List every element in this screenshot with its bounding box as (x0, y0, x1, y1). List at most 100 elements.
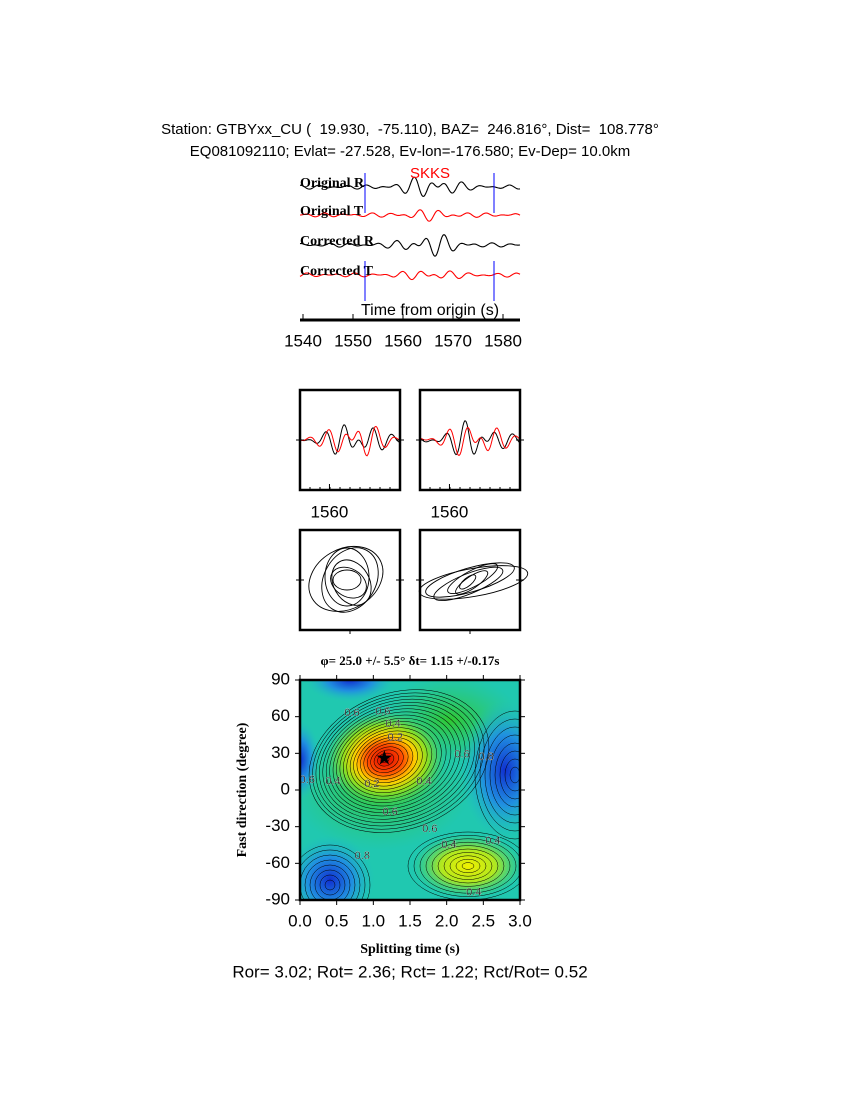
contour-title: φ= 25.0 +/- 5.5° δt= 1.15 +/-0.17s (321, 653, 500, 668)
contour-line (413, 835, 520, 897)
particle-motion (321, 547, 379, 613)
x-tick-label: 0.5 (325, 911, 349, 930)
contour-line (322, 702, 471, 820)
waveform (419, 419, 521, 456)
contour-label: 0.6 (344, 707, 359, 719)
waveform (299, 176, 521, 197)
region (305, 680, 395, 702)
contour-label: 0.6 (300, 774, 315, 786)
contour-line (419, 838, 517, 894)
x-tick-label: 1550 (334, 331, 372, 350)
waveform (300, 209, 521, 222)
contour-line (356, 733, 423, 787)
x-axis-title: Splitting time (s) (360, 942, 460, 957)
contour-line (314, 869, 346, 900)
y-tick-label: 30 (271, 743, 290, 762)
contour-label: 0.8 (355, 850, 370, 862)
contour-line (504, 758, 520, 792)
contour-line (431, 845, 505, 887)
contour-label: 0.4 (466, 887, 481, 899)
contour-line (425, 841, 511, 891)
contour-line (309, 864, 351, 900)
contour-label: 0.2 (388, 731, 403, 743)
trace-label: Original R (300, 176, 365, 191)
y-tick-label: 90 (271, 669, 290, 688)
contour-line (449, 855, 487, 877)
station-line: Station: GTBYxx_CU ( 19.930, -75.110), B… (161, 121, 659, 138)
contour-label: 0.6 (422, 823, 437, 835)
region (300, 720, 320, 800)
contour-line (484, 726, 520, 824)
contour-line (499, 750, 520, 800)
phase-label: SKKS (410, 165, 450, 182)
particle-motion (459, 574, 477, 590)
trace-label: Corrected T (300, 264, 374, 279)
contour-label: 0.8 (479, 751, 494, 763)
waveform (299, 270, 521, 281)
panel-frame (298, 388, 402, 492)
trace-label: Original T (300, 204, 364, 219)
x-tick-label: 1560 (311, 502, 349, 521)
waveform (299, 425, 401, 457)
x-tick-label: 1570 (434, 331, 472, 350)
contour-line (312, 692, 485, 830)
x-tick-label: 1.5 (398, 911, 422, 930)
contour-label: 0.4 (325, 775, 340, 787)
contour-line (407, 831, 520, 900)
contour-line (315, 695, 480, 827)
waveform (299, 424, 401, 455)
contour-label: 0.6 (375, 706, 390, 718)
contour-label: 0.4 (441, 839, 456, 851)
y-tick-label: 0 (281, 779, 290, 798)
contour-line (509, 766, 520, 784)
particle-motion (433, 566, 504, 602)
contour-line (332, 711, 456, 810)
contour-line (346, 724, 437, 797)
contour-label: 0.6 (383, 806, 398, 818)
y-tick-label: -60 (265, 853, 290, 872)
contour-line (319, 874, 341, 896)
particle-motion (331, 559, 372, 606)
contour-line (343, 721, 442, 800)
panel-frame (298, 528, 402, 632)
contour-label: 0.4 (485, 835, 500, 847)
x-tick-label: 1560 (384, 331, 422, 350)
x-tick-label: 1.0 (362, 911, 386, 930)
contour-line (319, 698, 475, 823)
contour-line (494, 742, 520, 808)
trace-label: Corrected R (300, 234, 375, 249)
contour-line (380, 756, 390, 764)
region (413, 834, 520, 898)
particle-motion (308, 545, 384, 612)
contour-line (373, 749, 399, 770)
x-tick-label: 2.0 (435, 911, 459, 930)
contour-line (353, 730, 428, 790)
misfit-map (300, 680, 520, 900)
panel-frame (418, 528, 522, 632)
contour-line (363, 740, 414, 780)
x-axis-title: Time from origin (s) (361, 302, 499, 319)
particle-motion (324, 547, 370, 607)
contour-label: 0.4 (385, 718, 400, 730)
contour-line (479, 718, 520, 832)
contour-line (455, 858, 481, 874)
event-line: EQ081092110; Evlat= -27.528, Ev-lon=-176… (190, 143, 630, 160)
contour-line (443, 852, 493, 880)
contour-line (329, 708, 461, 813)
contour-line (300, 849, 366, 900)
y-axis-title: Fast direction (degree) (235, 722, 250, 857)
contour-line (370, 746, 404, 773)
contour-line (325, 705, 466, 817)
x-tick-label: 1560 (431, 502, 469, 521)
contour-line (474, 710, 520, 840)
contour-line (489, 734, 520, 816)
x-tick-label: 1540 (284, 331, 322, 350)
x-tick-label: 0.0 (288, 911, 312, 930)
region (300, 835, 375, 900)
contour-label: 0.4 (416, 775, 431, 787)
waveform (419, 426, 521, 457)
y-tick-label: 60 (271, 706, 290, 725)
contour-line (324, 879, 336, 891)
contour-line (349, 727, 433, 793)
contour-line (366, 743, 409, 777)
